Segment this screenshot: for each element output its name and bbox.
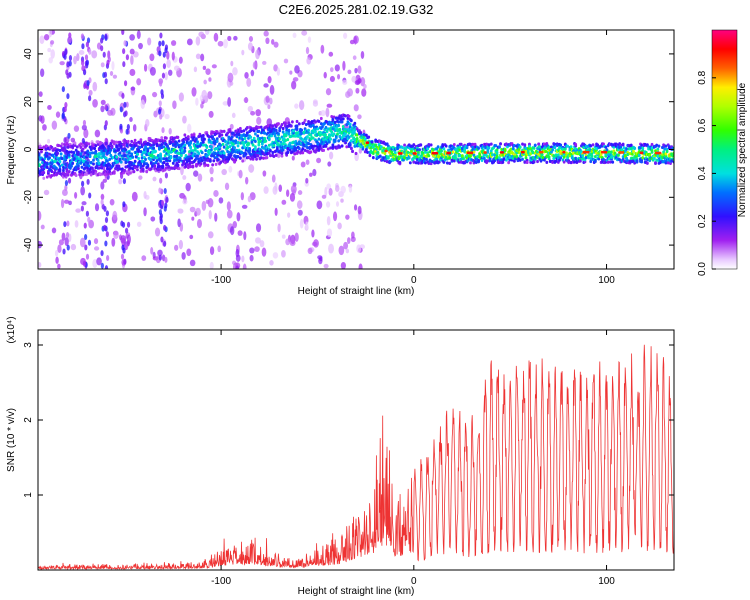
spectrogram-x-tick-label: 0 [411,275,417,286]
colorbar-tick-label: 0.4 [697,166,708,180]
spectrogram-y-tick-label: -40 [23,237,34,252]
chart-title: C2E6.2025.281.02.19.G32 [279,2,434,17]
snr-x-ticks: -100 0 100 [211,330,615,587]
colorbar-tick-label: 0.8 [697,70,708,84]
snr-y-tick-label: 3 [23,342,34,348]
colorbar-ticks: 0.0 0.2 0.4 0.6 0.8 [697,70,716,276]
snr-x-tick-label: 100 [598,576,615,587]
colorbar-tick-label: 0.6 [697,118,708,132]
spectrogram-y-tick-label: 0 [23,146,34,152]
spectrogram-y-tick-label: -20 [23,190,34,205]
spectrogram-y-label: Frequency (Hz) [6,116,17,185]
spectrogram-panel: -100 0 100 -40 -20 0 20 40 Height of straight … [6,29,675,297]
colorbar-tick-label: 0.2 [697,214,708,228]
snr-frame [37,329,675,571]
colorbar-label: Normalized spectral amplitude [737,82,748,217]
colorbar-tick-label: 0.0 [697,262,708,276]
spectrogram-x-ticks: -100 0 100 [211,30,615,286]
snr-y-tick-label: 1 [23,492,34,498]
spectrogram-y-tick-label: 20 [23,96,34,108]
spectrogram-y-tick-label: 40 [23,48,34,60]
snr-x-tick-label: -100 [211,576,231,587]
spectrogram-x-tick-label: -100 [211,275,231,286]
snr-series-line [38,344,674,570]
snr-y-ticks: 1 2 3 [23,342,674,498]
spectrogram-x-label: Height of straight line (km) [298,286,415,297]
snr-scale-label: (x10⁴) [6,316,17,343]
snr-panel: -100 0 100 1 2 3 Height of straight line (km… [6,316,675,597]
snr-x-label: Height of straight line (km) [298,586,415,597]
snr-y-label: SNR (10 * v/v) [6,408,17,472]
snr-x-tick-label: 0 [411,576,417,587]
colorbar: 0.0 0.2 0.4 0.6 0.8 Normalized spectral ampl… [697,29,748,276]
spectrogram-x-tick-label: 100 [598,275,615,286]
snr-y-tick-label: 2 [23,417,34,423]
spectrogram-heatmap [38,30,674,269]
colorbar-gradient [711,29,738,270]
spectrogram-y-ticks: -40 -20 0 20 40 [23,48,674,252]
